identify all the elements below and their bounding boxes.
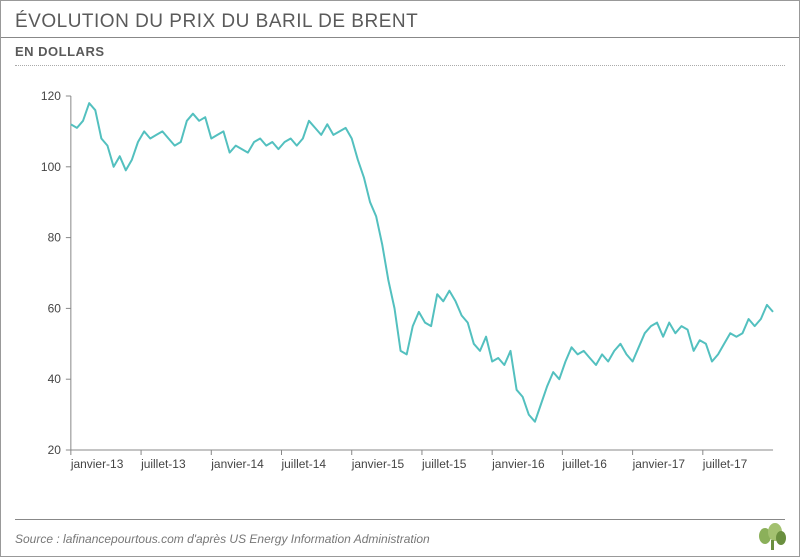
svg-text:janvier-14: janvier-14 bbox=[210, 457, 264, 471]
svg-text:60: 60 bbox=[48, 301, 62, 315]
svg-text:janvier-16: janvier-16 bbox=[491, 457, 545, 471]
svg-text:juillet-13: juillet-13 bbox=[140, 457, 186, 471]
svg-text:20: 20 bbox=[48, 443, 62, 457]
svg-text:janvier-15: janvier-15 bbox=[351, 457, 405, 471]
svg-text:juillet-17: juillet-17 bbox=[702, 457, 748, 471]
footer-divider bbox=[15, 519, 785, 520]
chart-title: ÉVOLUTION DU PRIX DU BARIL DE BRENT bbox=[15, 11, 785, 33]
svg-text:juillet-16: juillet-16 bbox=[561, 457, 607, 471]
svg-text:80: 80 bbox=[48, 231, 62, 245]
chart-area: 20 40 60 80 100 120 janvier-13 juillet-13 janvie… bbox=[1, 66, 799, 486]
line-chart: 20 40 60 80 100 120 janvier-13 juillet-13 janvie… bbox=[15, 86, 785, 486]
svg-text:janvier-13: janvier-13 bbox=[70, 457, 124, 471]
svg-text:juillet-14: juillet-14 bbox=[281, 457, 327, 471]
svg-text:juillet-15: juillet-15 bbox=[421, 457, 467, 471]
chart-subtitle: EN DOLLARS bbox=[1, 38, 799, 61]
svg-text:janvier-17: janvier-17 bbox=[632, 457, 686, 471]
svg-text:120: 120 bbox=[41, 89, 61, 103]
svg-text:40: 40 bbox=[48, 372, 62, 386]
tree-logo-icon bbox=[755, 522, 789, 552]
source-text: Source : lafinancepourtous.com d'après U… bbox=[15, 532, 430, 546]
svg-text:100: 100 bbox=[41, 160, 61, 174]
